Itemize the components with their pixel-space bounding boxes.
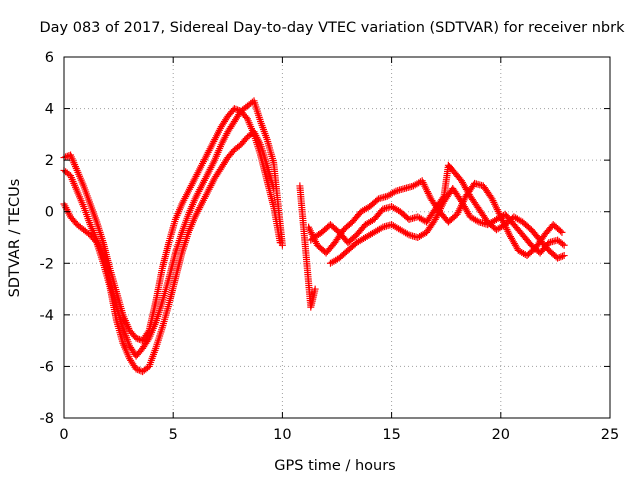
- y-tick-label: -6: [40, 359, 54, 375]
- chart-title: Day 083 of 2017, Sidereal Day-to-day VTE…: [39, 20, 625, 36]
- y-tick-label: -2: [40, 256, 54, 272]
- x-tick-label: 10: [273, 427, 291, 443]
- data-point: [278, 241, 286, 249]
- series-track-b: [60, 97, 568, 360]
- grid-lines: [64, 57, 610, 418]
- data-point: [554, 254, 562, 262]
- data-point: [558, 228, 566, 236]
- series-track-c: [60, 128, 568, 376]
- data-point: [558, 240, 566, 248]
- plot-border: [63, 56, 611, 419]
- data-point: [232, 105, 240, 113]
- y-tick-label: -4: [40, 308, 54, 324]
- data-point: [137, 367, 145, 375]
- data-point: [556, 227, 564, 235]
- y-tick-label: 0: [45, 205, 54, 221]
- data-point: [557, 253, 565, 261]
- data-point: [558, 252, 566, 260]
- data-point: [134, 366, 142, 374]
- x-tick-label: 5: [169, 427, 178, 443]
- data-point: [63, 152, 71, 160]
- y-axis-label: SDTVAR / TECUs: [7, 179, 23, 298]
- x-tick-label: 25: [601, 427, 619, 443]
- y-tick-label: 6: [45, 50, 54, 66]
- x-tick-label: 0: [59, 427, 68, 443]
- data-point: [132, 365, 140, 373]
- data-point: [230, 105, 238, 113]
- axis-ticks: 0 5 10 15 20 25 -8 -6 -4 -2 0 2 4 6: [40, 50, 620, 443]
- data-point: [311, 285, 319, 293]
- data-point: [134, 335, 142, 343]
- data-point: [91, 237, 99, 245]
- data-points: [60, 97, 568, 376]
- data-point: [555, 253, 563, 261]
- data-point: [132, 334, 140, 342]
- x-tick-label: 20: [492, 427, 510, 443]
- data-point: [144, 336, 152, 344]
- x-tick-label: 15: [382, 427, 400, 443]
- data-point: [560, 241, 568, 249]
- y-tick-label: 4: [45, 102, 54, 118]
- y-tick-label: -8: [40, 411, 54, 427]
- x-axis-label: GPS time / hours: [274, 458, 395, 474]
- y-tick-label: 2: [45, 153, 54, 169]
- data-point: [560, 252, 568, 260]
- data-point: [270, 185, 278, 193]
